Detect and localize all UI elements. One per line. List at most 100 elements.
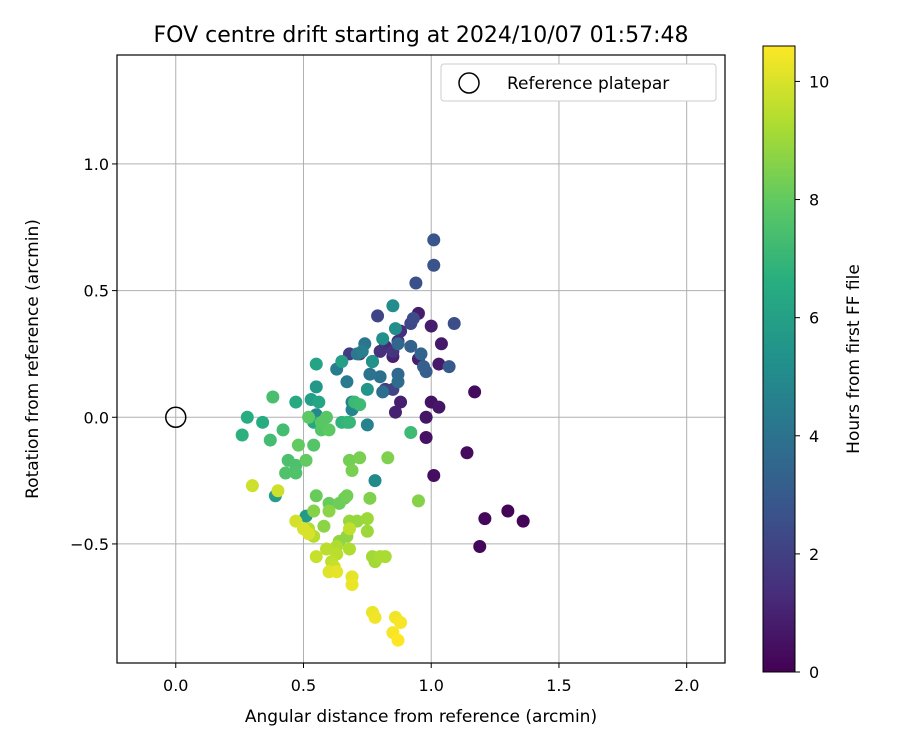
scatter-point — [322, 504, 336, 518]
x-tick-label: 0.5 — [291, 676, 316, 695]
x-tick-label: 0.0 — [163, 676, 188, 695]
scatter-point — [289, 466, 303, 480]
scatter-point — [307, 504, 321, 518]
scatter-point — [432, 357, 446, 371]
scatter-point — [299, 453, 313, 467]
scatter-point — [345, 577, 359, 591]
scatter-point — [427, 469, 441, 483]
plot-frame — [116, 54, 726, 664]
chart-title: FOV centre drift starting at 2024/10/07 … — [154, 23, 689, 48]
scatter-point — [419, 410, 433, 424]
x-tick-label: 2.0 — [674, 676, 699, 695]
scatter-point — [302, 410, 316, 424]
scatter-point — [309, 550, 323, 564]
scatter-point — [319, 542, 333, 556]
scatter-point — [411, 494, 425, 508]
scatter-point — [363, 367, 377, 381]
scatter-point — [342, 453, 356, 467]
x-axis-label: Angular distance from reference (arcmin) — [245, 707, 597, 727]
colorbar-tick-label: 6 — [809, 309, 819, 328]
scatter-point — [419, 431, 433, 445]
scatter-points — [235, 233, 530, 647]
scatter-point — [432, 400, 446, 414]
scatter-point — [391, 375, 405, 389]
colorbar-label: Hours from first FF file — [844, 264, 864, 454]
legend-box — [440, 63, 717, 102]
y-tick-label: 0.0 — [84, 408, 109, 427]
scatter-point — [276, 423, 290, 437]
scatter-point — [409, 276, 423, 290]
scatter-point — [468, 385, 482, 399]
x-tick-label: 1.0 — [418, 676, 443, 695]
scatter-point — [386, 299, 400, 313]
scatter-point — [312, 395, 326, 409]
scatter-point — [373, 344, 387, 358]
scatter-point — [394, 395, 408, 409]
scatter-point — [335, 355, 349, 369]
scatter-point — [478, 512, 492, 526]
scatter-point — [355, 344, 369, 358]
scatter-point — [447, 317, 461, 331]
scatter-point — [245, 479, 259, 493]
scatter-point — [373, 370, 387, 384]
scatter-point — [345, 463, 359, 477]
scatter-point — [378, 550, 392, 564]
y-tick-label: 1.0 — [84, 155, 109, 174]
legend-reference-marker — [458, 72, 480, 94]
scatter-point — [340, 375, 354, 389]
colorbar-gradient — [762, 45, 796, 673]
grid — [117, 55, 725, 663]
scatter-point — [340, 489, 354, 503]
x-axis-ticks: 0.0 0.5 1.0 1.5 2.0 — [163, 663, 699, 695]
scatter-point — [256, 415, 270, 429]
y-axis-label: Rotation from reference (arcmin) — [23, 219, 43, 499]
scatter-point — [434, 337, 448, 351]
scatter-point — [353, 451, 367, 465]
scatter-point — [473, 539, 487, 553]
scatter-point — [404, 339, 418, 353]
scatter-point — [414, 347, 428, 361]
colorbar: 0 2 4 6 8 10 Hours from first FF file — [762, 45, 864, 682]
scatter-point — [376, 332, 390, 346]
scatter-point — [406, 311, 420, 325]
scatter-point — [368, 474, 382, 488]
scatter-point — [342, 415, 356, 429]
scatter-point — [289, 395, 303, 409]
scatter-point — [417, 360, 431, 374]
y-tick-label: 0.5 — [84, 282, 109, 301]
x-tick-label: 1.5 — [546, 676, 571, 695]
colorbar-tick-label: 10 — [809, 72, 829, 91]
scatter-point — [388, 405, 402, 419]
scatter-point — [360, 524, 374, 538]
scatter-point — [460, 446, 474, 460]
scatter-point — [309, 489, 323, 503]
scatter-point — [404, 425, 418, 439]
scatter-point — [391, 337, 405, 351]
scatter-point — [427, 258, 441, 272]
scatter-point — [240, 410, 254, 424]
scatter-point — [360, 418, 374, 432]
scatter-point — [427, 233, 441, 247]
scatter-point — [342, 542, 356, 556]
scatter-point — [363, 491, 377, 505]
scatter-point — [317, 519, 331, 533]
scatter-point — [394, 615, 408, 629]
scatter-point — [307, 438, 321, 452]
scatter-point — [330, 565, 344, 579]
scatter-point — [376, 385, 390, 399]
colorbar-tick-label: 2 — [809, 545, 819, 564]
scatter-point — [368, 610, 382, 624]
legend-label: Reference platepar — [507, 74, 669, 94]
scatter-point — [501, 504, 515, 518]
scatter-point — [388, 322, 402, 336]
y-tick-label: −0.5 — [70, 535, 109, 554]
scatter-point — [516, 514, 530, 528]
colorbar-tick-label: 8 — [809, 191, 819, 210]
scatter-point — [391, 633, 405, 647]
y-axis-ticks: −0.5 0.0 0.5 1.0 — [70, 155, 117, 554]
scatter-point — [353, 398, 367, 412]
scatter-point — [322, 423, 336, 437]
scatter-point — [235, 428, 249, 442]
reference-marker — [165, 406, 187, 429]
